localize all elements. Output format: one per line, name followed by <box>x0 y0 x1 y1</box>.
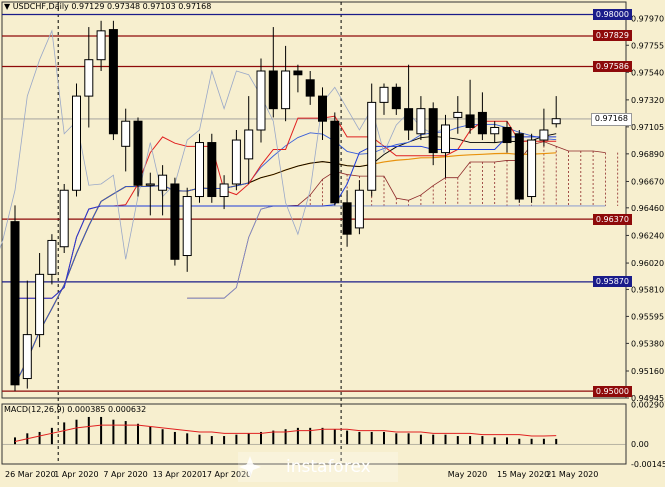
price-tick-label: 0.96020 <box>631 259 664 268</box>
price-tick-label: 0.95380 <box>631 339 664 348</box>
candle-body <box>219 183 229 198</box>
price-tick-label: 0.95595 <box>631 312 664 321</box>
candle-body <box>391 86 401 110</box>
date-axis-label: 1 Apr 2020 <box>54 470 98 479</box>
candle-body <box>133 120 143 186</box>
price-tick-label: 0.95160 <box>631 367 664 376</box>
date-axis-label: 17 Apr 2020 <box>202 470 251 479</box>
price-tick-label: 0.97105 <box>631 123 664 132</box>
date-axis-label: 15 May 2020 <box>497 470 549 479</box>
moving-average-orange <box>14 152 557 386</box>
candle-body <box>354 189 364 229</box>
candle-body <box>342 202 352 235</box>
level-badge: 0.98000 <box>592 9 632 20</box>
candle-body <box>96 30 106 61</box>
candle-body <box>84 59 94 97</box>
macd-title: MACD(12,26,9) 0.000385 0.000632 <box>4 405 147 414</box>
chart-title: ▼ USDCHF,Daily 0.97129 0.97348 0.97103 0… <box>4 2 212 11</box>
ohlc-readout: 0.97129 0.97348 0.97103 0.97168 <box>71 2 212 11</box>
candle-body <box>453 111 463 118</box>
candle-body <box>158 174 168 191</box>
date-axis-label: 13 Apr 2020 <box>153 470 202 479</box>
chikou-span-line <box>0 29 446 260</box>
candle-body <box>10 221 20 386</box>
logo-graphic: instaforex <box>238 452 398 482</box>
candle-body <box>108 29 118 135</box>
price-tick-label: 0.97755 <box>631 41 664 50</box>
candle-body <box>35 273 45 336</box>
macd-tick-label: 0.00 <box>631 440 649 449</box>
candle-body <box>231 139 241 185</box>
date-axis-label: 26 Mar 2020 <box>5 470 56 479</box>
candle-body <box>207 142 217 198</box>
price-tick-label: 0.95810 <box>631 285 664 294</box>
candle-body <box>145 183 155 186</box>
instaforex-logo: instaforex <box>238 452 398 482</box>
candle-body <box>195 142 204 198</box>
date-axis-label: 21 May 2020 <box>546 470 598 479</box>
candle-body <box>318 95 327 122</box>
price-tick-label: 0.96460 <box>631 204 664 213</box>
price-tick-label: 0.96670 <box>631 177 664 186</box>
candle-body <box>416 108 426 135</box>
candle-body <box>170 183 180 260</box>
candle-body <box>59 189 69 248</box>
price-tick-label: 0.97540 <box>631 68 664 77</box>
macd-tick-label: -0.001450 <box>631 460 665 469</box>
candle-body <box>47 239 57 275</box>
senkou-span-a <box>187 141 606 299</box>
candle-body <box>404 108 414 131</box>
price-tick-label: 0.94945 <box>631 394 664 403</box>
price-pane-frame <box>1 1 627 399</box>
candle-body <box>367 101 377 191</box>
logo-text: instaforex <box>286 457 371 477</box>
candle-body <box>428 108 438 154</box>
price-tick-label: 0.97970 <box>631 14 664 23</box>
candle-body <box>121 120 131 147</box>
date-axis-label: 7 Apr 2020 <box>103 470 147 479</box>
candle-body <box>551 118 561 125</box>
moving-average-black <box>14 133 557 386</box>
candle-body <box>244 129 254 160</box>
candle-body <box>182 196 192 257</box>
candle-body <box>379 86 389 103</box>
level-badge: 0.97829 <box>592 30 632 42</box>
date-axis-label: May 2020 <box>448 470 487 479</box>
price-tick-label: 0.97320 <box>631 96 664 105</box>
candle-body <box>477 111 487 135</box>
price-tick-label: 0.96890 <box>631 150 664 159</box>
candle-body <box>268 70 278 110</box>
candle-body <box>527 139 537 198</box>
moving-average-blue <box>14 123 557 386</box>
current-price-badge: 0.97168 <box>590 113 632 127</box>
senkou-span-b <box>187 205 606 299</box>
level-badge: 0.96370 <box>592 213 632 225</box>
level-badge: 0.95000 <box>592 385 632 397</box>
candle-body <box>330 120 340 204</box>
level-badge: 0.95870 <box>592 276 632 288</box>
ichimoku-cloud <box>297 141 619 206</box>
logo-star-icon <box>239 456 261 478</box>
candle-body <box>539 129 549 141</box>
candle-body <box>465 114 475 128</box>
candle-body <box>514 133 524 200</box>
candle-body <box>490 126 500 135</box>
symbol-label: USDCHF,Daily <box>12 2 69 11</box>
candle-body <box>502 126 512 144</box>
candle-body <box>72 95 81 191</box>
candle-body <box>281 70 291 110</box>
macd-signal-line <box>14 424 557 442</box>
price-tick-label: 0.96240 <box>631 231 664 240</box>
kijun-sen-line <box>15 136 557 299</box>
macd-tick-label: 0.002907 <box>631 401 665 410</box>
candle-body <box>293 70 303 76</box>
candle-body <box>441 124 450 154</box>
candle-body <box>305 79 315 97</box>
level-badge: 0.97586 <box>592 60 632 72</box>
candle-body <box>22 334 32 380</box>
candle-body <box>256 70 266 131</box>
macd-pane-frame <box>1 403 627 465</box>
